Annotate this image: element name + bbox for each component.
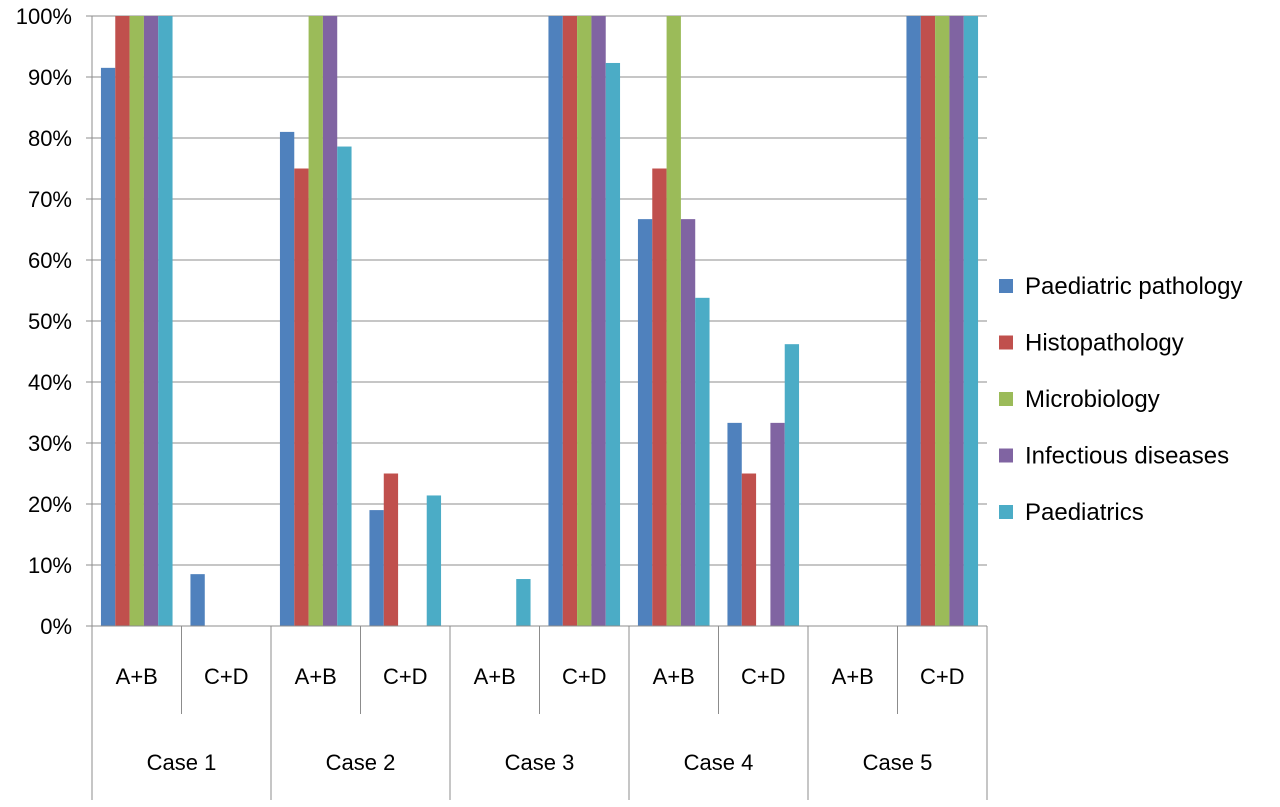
bar [727,422,742,626]
bar [158,16,173,626]
legend-label: Paediatrics [1025,499,1144,526]
bar [770,422,785,626]
x-group-label: Case 3 [505,750,575,775]
y-tick-label: 0% [40,614,72,639]
x-subcategory-label: C+D [383,664,428,689]
bar [666,16,681,626]
bar [605,62,621,627]
x-subcategory-label: C+D [204,664,249,689]
y-tick-label: 70% [28,187,72,212]
bar [652,168,667,626]
bar [784,344,800,626]
y-tick-label: 30% [28,431,72,456]
legend-label: Microbiology [1025,386,1160,413]
y-tick-label: 10% [28,553,72,578]
legend-swatch [999,392,1013,406]
bar [337,146,352,627]
legend: Paediatric pathology Histopathology Microb… [999,273,1242,526]
y-tick-label: 90% [28,65,72,90]
x-subcategory-label: A+B [116,664,158,689]
bar [279,131,295,626]
bar [190,574,205,626]
y-tick-label: 80% [28,126,72,151]
bar [516,579,531,626]
y-tick-label: 50% [28,309,72,334]
y-tick-label: 100% [16,4,72,29]
legend-swatch [999,335,1013,350]
legend-label: Infectious diseases [1025,443,1229,470]
x-group-label: Case 2 [326,750,396,775]
bar [562,16,578,626]
legend-swatch [999,448,1013,463]
legend-label: Histopathology [1025,330,1184,357]
bar [143,16,159,626]
bar [920,16,936,626]
x-group-label: Case 5 [863,750,933,775]
bar [963,16,979,626]
bar [426,495,442,626]
bar [383,473,399,626]
x-subcategory-label: C+D [562,664,607,689]
bar [741,473,757,626]
bar [591,16,606,626]
bar [322,16,338,626]
legend-swatch [999,279,1013,293]
bar [115,16,130,626]
bar [637,219,653,626]
x-tick-labels: A+B C+D Case 1 A+B C+D Case 2 A+B C+D Case 3 A+B C… [116,664,965,775]
axes [86,15,988,800]
x-subcategory-label: A+B [474,664,516,689]
x-group-label: Case 1 [147,750,217,775]
legend-label: Paediatric pathology [1025,273,1242,300]
x-subcategory-label: A+B [653,664,695,689]
bar [695,297,710,626]
bar [129,16,144,626]
y-tick-labels: 0% 10% 20% 30% 40% 50% 60% 70% 80% 90% 100% [16,4,72,639]
y-tick-label: 20% [28,492,72,517]
x-subcategory-label: C+D [741,664,786,689]
x-subcategory-label: A+B [295,664,337,689]
y-tick-label: 40% [28,370,72,395]
bar [577,16,592,626]
y-tick-label: 60% [28,248,72,273]
bar [935,16,950,626]
bar [906,16,921,626]
bars [100,16,979,627]
bar [949,16,964,626]
x-group-label: Case 4 [684,750,754,775]
bar [100,67,116,627]
bar [294,168,309,626]
gridlines [92,15,987,627]
legend-swatch [999,505,1013,519]
x-subcategory-label: A+B [832,664,874,689]
x-subcategory-label: C+D [920,664,965,689]
bar [308,16,323,626]
bar [369,510,384,626]
bar [548,16,563,626]
bar [680,219,696,626]
